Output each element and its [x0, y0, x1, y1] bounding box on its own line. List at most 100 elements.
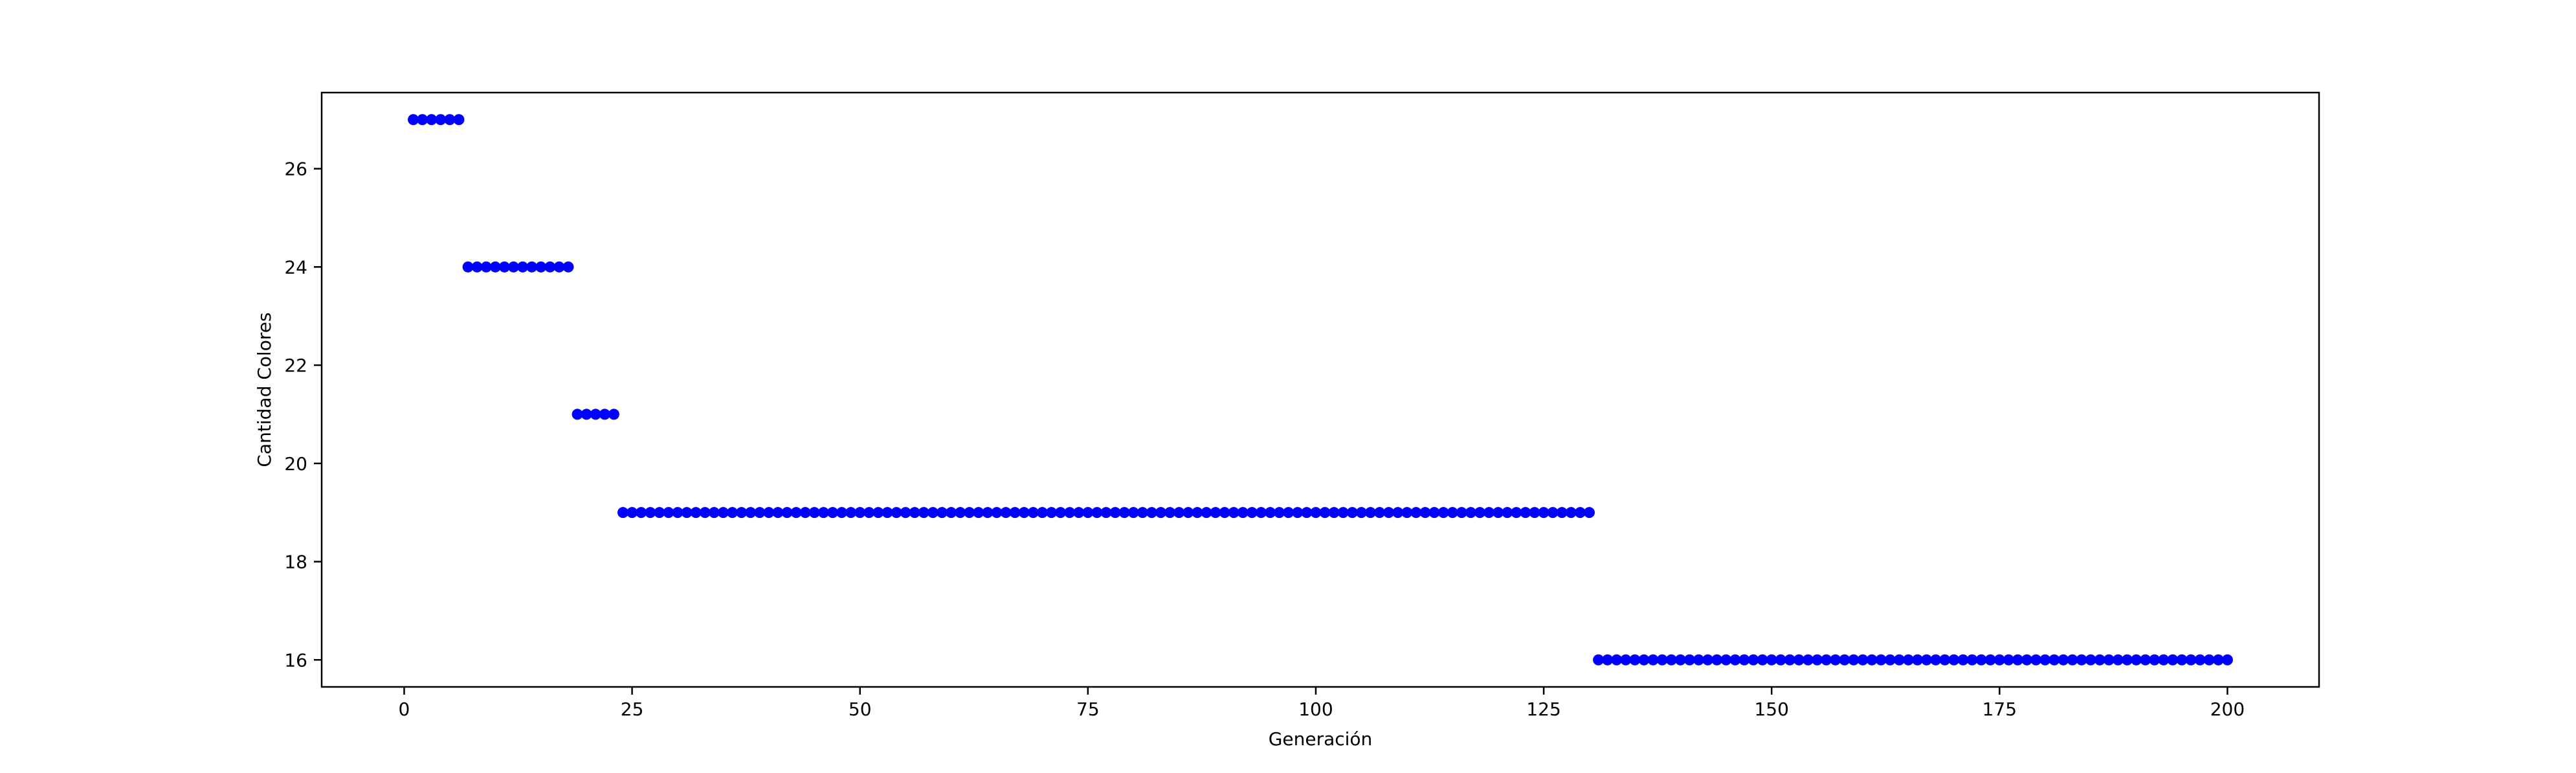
- data-point: [2122, 654, 2133, 666]
- data-point: [927, 507, 938, 519]
- data-point: [772, 507, 784, 519]
- data-point: [2103, 654, 2115, 666]
- data-point: [1192, 507, 1203, 519]
- data-point: [1839, 654, 1850, 666]
- data-point: [836, 507, 848, 519]
- data-point: [1364, 507, 1376, 519]
- data-point: [1493, 507, 1504, 519]
- y-tick-label: 18: [284, 552, 307, 573]
- data-point: [572, 409, 583, 420]
- data-point: [1957, 654, 1969, 666]
- data-point: [1511, 507, 1522, 519]
- data-point: [1812, 654, 1823, 666]
- data-point: [1438, 507, 1449, 519]
- data-point: [1848, 654, 1860, 666]
- data-point: [1355, 507, 1367, 519]
- data-point: [1474, 507, 1485, 519]
- data-point: [1082, 507, 1094, 519]
- data-point: [1803, 654, 1814, 666]
- data-point: [1219, 507, 1230, 519]
- data-point: [581, 409, 592, 420]
- data-point: [736, 507, 748, 519]
- data-point: [754, 507, 766, 519]
- data-point: [1383, 507, 1395, 519]
- data-point: [1875, 654, 1887, 666]
- data-point: [1520, 507, 1531, 519]
- data-point: [1766, 654, 1777, 666]
- data-point: [1683, 654, 1695, 666]
- data-point: [2176, 654, 2188, 666]
- data-point: [1693, 654, 1705, 666]
- data-point: [1830, 654, 1841, 666]
- data-point: [1638, 654, 1650, 666]
- data-point: [1301, 507, 1313, 519]
- data-point: [991, 507, 1003, 519]
- data-point: [1447, 507, 1458, 519]
- data-point: [1009, 507, 1021, 519]
- data-point: [1529, 507, 1540, 519]
- data-point: [790, 507, 802, 519]
- data-point: [1620, 654, 1632, 666]
- data-point: [645, 507, 656, 519]
- data-point: [1702, 654, 1714, 666]
- data-point: [1547, 507, 1559, 519]
- data-point: [535, 261, 547, 273]
- data-point: [1210, 507, 1221, 519]
- data-point: [1748, 654, 1759, 666]
- data-point: [1966, 654, 1978, 666]
- data-point: [672, 507, 683, 519]
- data-point: [964, 507, 975, 519]
- data-point: [507, 261, 519, 273]
- data-point: [1665, 654, 1677, 666]
- data-point: [1720, 654, 1732, 666]
- data-point: [1118, 507, 1130, 519]
- data-point: [763, 507, 775, 519]
- data-point: [982, 507, 994, 519]
- data-point: [1401, 507, 1413, 519]
- data-point: [1656, 654, 1668, 666]
- data-point: [1237, 507, 1249, 519]
- plot-area-frame: [320, 91, 2320, 688]
- data-point: [2149, 654, 2160, 666]
- data-point: [1246, 507, 1258, 519]
- y-tick-label: 22: [284, 355, 307, 376]
- x-tick-label: 0: [399, 699, 410, 720]
- data-point: [1319, 507, 1331, 519]
- data-point: [1984, 654, 1996, 666]
- data-point: [727, 507, 738, 519]
- data-point: [1000, 507, 1012, 519]
- x-tick-label: 75: [1076, 699, 1100, 720]
- data-point: [1975, 654, 1987, 666]
- data-point: [817, 507, 829, 519]
- data-point: [1584, 507, 1595, 519]
- data-point: [872, 507, 884, 519]
- data-point: [781, 507, 793, 519]
- data-point: [590, 409, 601, 420]
- data-point: [408, 114, 419, 126]
- data-point: [2058, 654, 2069, 666]
- data-point: [1164, 507, 1176, 519]
- data-point: [1292, 507, 1304, 519]
- data-point: [2194, 654, 2206, 666]
- data-point: [891, 507, 902, 519]
- data-point: [745, 507, 757, 519]
- y-tick-label: 16: [284, 649, 307, 671]
- data-point: [1674, 654, 1686, 666]
- data-point: [2067, 654, 2078, 666]
- data-point: [1265, 507, 1276, 519]
- data-point: [2021, 654, 2033, 666]
- data-point: [1502, 507, 1513, 519]
- data-point: [1939, 654, 1951, 666]
- data-points: [408, 114, 2233, 666]
- data-point: [690, 507, 702, 519]
- data-point: [2039, 654, 2051, 666]
- data-point: [1793, 654, 1804, 666]
- data-point: [608, 409, 619, 420]
- data-point: [1337, 507, 1349, 519]
- data-point: [1711, 654, 1723, 666]
- data-point: [617, 507, 629, 519]
- data-point: [1821, 654, 1832, 666]
- data-point: [2158, 654, 2170, 666]
- data-point: [1912, 654, 1924, 666]
